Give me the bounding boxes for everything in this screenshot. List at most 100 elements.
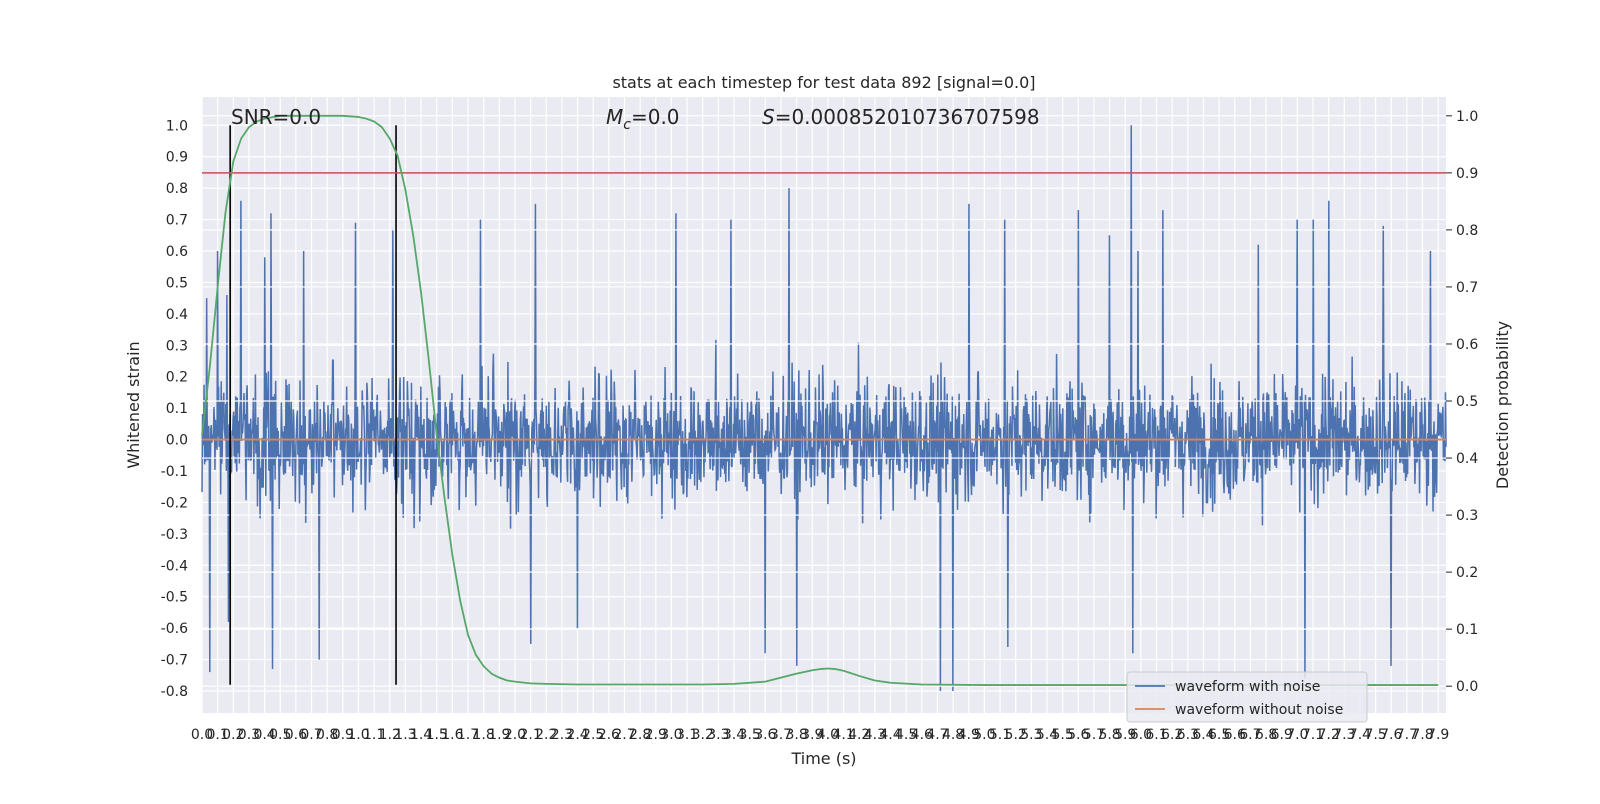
x-tick-label: 7.4 bbox=[1349, 727, 1371, 743]
y-tick-label: 0.2 bbox=[166, 370, 188, 386]
y-tick-label: -0.5 bbox=[161, 590, 188, 606]
y2-tick-label: 0.5 bbox=[1456, 394, 1478, 410]
x-tick-label: 3.7 bbox=[770, 727, 792, 743]
x-tick-label: 0.4 bbox=[253, 727, 275, 743]
y2-tick-label: 1.0 bbox=[1456, 109, 1478, 125]
x-tick-label: 6.3 bbox=[1177, 727, 1199, 743]
x-tick-label: 4.4 bbox=[879, 727, 901, 743]
x-tick-label: 6.5 bbox=[1208, 727, 1230, 743]
x-tick-label: 1.0 bbox=[347, 727, 369, 743]
chirp-mass-value: =0.0 bbox=[631, 105, 680, 129]
y-tick-label: 0.0 bbox=[166, 433, 188, 449]
x-tick-label: 1.3 bbox=[394, 727, 416, 743]
x-tick-label: 7.8 bbox=[1411, 727, 1433, 743]
y-tick-label: -0.7 bbox=[161, 653, 188, 669]
x-tick-label: 3.5 bbox=[739, 727, 761, 743]
x-tick-label: 2.1 bbox=[519, 727, 541, 743]
x-tick-label: 7.1 bbox=[1302, 727, 1324, 743]
x-tick-label: 1.8 bbox=[473, 727, 495, 743]
legend-label-clean: waveform without noise bbox=[1175, 702, 1343, 718]
x-tick-label: 4.0 bbox=[817, 727, 839, 743]
y2-tick-label: 0.6 bbox=[1456, 337, 1478, 353]
legend-box bbox=[1126, 671, 1368, 723]
x-tick-label: 6.0 bbox=[1130, 727, 1152, 743]
x-tick-label: 0.2 bbox=[222, 727, 244, 743]
x-tick-label: 0.3 bbox=[238, 727, 260, 743]
x-tick-label: 5.7 bbox=[1083, 727, 1105, 743]
x-tick-label: 7.2 bbox=[1318, 727, 1340, 743]
noise-trace bbox=[201, 125, 1447, 692]
x-tick-label: 6.4 bbox=[1192, 727, 1214, 743]
y-tick-label: -0.3 bbox=[161, 527, 188, 543]
y-tick-label: 0.3 bbox=[166, 338, 188, 354]
y2-tick-label: 0.2 bbox=[1456, 565, 1478, 581]
x-tick-label: 2.6 bbox=[598, 727, 620, 743]
x-tick-label: 6.9 bbox=[1271, 727, 1293, 743]
x-tick-label: 1.9 bbox=[488, 727, 510, 743]
y-tick-label: -0.2 bbox=[161, 495, 188, 511]
y-tick-label: 0.4 bbox=[166, 307, 188, 323]
x-tick-label: 4.5 bbox=[895, 727, 917, 743]
x-tick-label: 6.6 bbox=[1224, 727, 1246, 743]
y2-tick-label: 0.3 bbox=[1456, 508, 1478, 524]
y-tick-label: 0.6 bbox=[166, 244, 188, 260]
x-tick-label: 2.5 bbox=[582, 727, 604, 743]
x-tick-label: 5.4 bbox=[1036, 727, 1058, 743]
x-tick-label: 5.3 bbox=[1020, 727, 1042, 743]
x-tick-label: 2.2 bbox=[535, 727, 557, 743]
x-tick-label: 6.8 bbox=[1255, 727, 1277, 743]
x-tick-label: 4.8 bbox=[942, 727, 964, 743]
grid-right-axis bbox=[202, 115, 1446, 687]
x-tick-label: 0.5 bbox=[269, 727, 291, 743]
y-tick-label: 0.1 bbox=[166, 401, 188, 417]
x-tick-label: 3.0 bbox=[660, 727, 682, 743]
x-tick-label: 0.7 bbox=[300, 727, 322, 743]
x-tick-label: 3.4 bbox=[723, 727, 745, 743]
y-tick-label: -0.8 bbox=[161, 684, 188, 700]
x-tick-label: 2.9 bbox=[645, 727, 667, 743]
x-tick-label: 1.4 bbox=[410, 727, 432, 743]
x-tick-label: 1.5 bbox=[426, 727, 448, 743]
x-tick-label: 5.2 bbox=[1005, 727, 1027, 743]
chart-title: stats at each timestep for test data 892… bbox=[612, 73, 1035, 92]
x-tick-label: 7.3 bbox=[1333, 727, 1355, 743]
x-tick-label: 4.7 bbox=[926, 727, 948, 743]
y-axis-ticks: 1.0 0.9 0.8 0.7 0.6 0.5 0.4 0.3 0.2 0.1 0.0 -0.1 -0.… bbox=[161, 118, 188, 700]
x-tick-label: 3.9 bbox=[801, 727, 823, 743]
x-tick-label: 2.0 bbox=[504, 727, 526, 743]
y2-axis-ticks: 1.0 0.9 0.8 0.7 0.6 0.5 0.4 0.3 0.2 0.1 0.0 bbox=[1446, 109, 1478, 695]
x-tick-label: 0.0 bbox=[191, 727, 213, 743]
x-tick-label: 1.1 bbox=[363, 727, 385, 743]
x-tick-label: 5.9 bbox=[1114, 727, 1136, 743]
x-tick-label: 2.4 bbox=[566, 727, 588, 743]
y-tick-label: 0.8 bbox=[166, 181, 188, 197]
y-tick-label: 0.5 bbox=[166, 275, 188, 291]
y2-tick-label: 0.0 bbox=[1456, 679, 1478, 695]
x-tick-label: 3.3 bbox=[707, 727, 729, 743]
x-tick-label: 7.0 bbox=[1286, 727, 1308, 743]
x-tick-label: 5.6 bbox=[1067, 727, 1089, 743]
x-tick-label: 5.5 bbox=[1051, 727, 1073, 743]
y-tick-label: -0.6 bbox=[161, 621, 188, 637]
series-waveform-with-noise bbox=[201, 125, 1447, 692]
x-tick-label: 4.3 bbox=[864, 727, 886, 743]
x-tick-label: 1.7 bbox=[457, 727, 479, 743]
statistic-symbol: S bbox=[762, 105, 775, 129]
x-tick-label: 4.2 bbox=[848, 727, 870, 743]
x-tick-label: 0.8 bbox=[316, 727, 338, 743]
legend: waveform with noise waveform without noi… bbox=[1126, 671, 1368, 723]
x-tick-label: 4.6 bbox=[911, 727, 933, 743]
y-tick-label: 0.9 bbox=[166, 150, 188, 166]
x-tick-label: 6.7 bbox=[1239, 727, 1261, 743]
x-tick-label: 2.8 bbox=[629, 727, 651, 743]
x-tick-label: 3.1 bbox=[676, 727, 698, 743]
x-axis-label: Time (s) bbox=[790, 749, 856, 768]
y2-tick-label: 0.7 bbox=[1456, 280, 1478, 296]
x-tick-label: 3.8 bbox=[785, 727, 807, 743]
x-tick-label: 7.6 bbox=[1380, 727, 1402, 743]
chirp-mass-symbol: M bbox=[606, 105, 623, 129]
series-detection-probability bbox=[201, 114, 1439, 686]
x-tick-label: 6.2 bbox=[1161, 727, 1183, 743]
